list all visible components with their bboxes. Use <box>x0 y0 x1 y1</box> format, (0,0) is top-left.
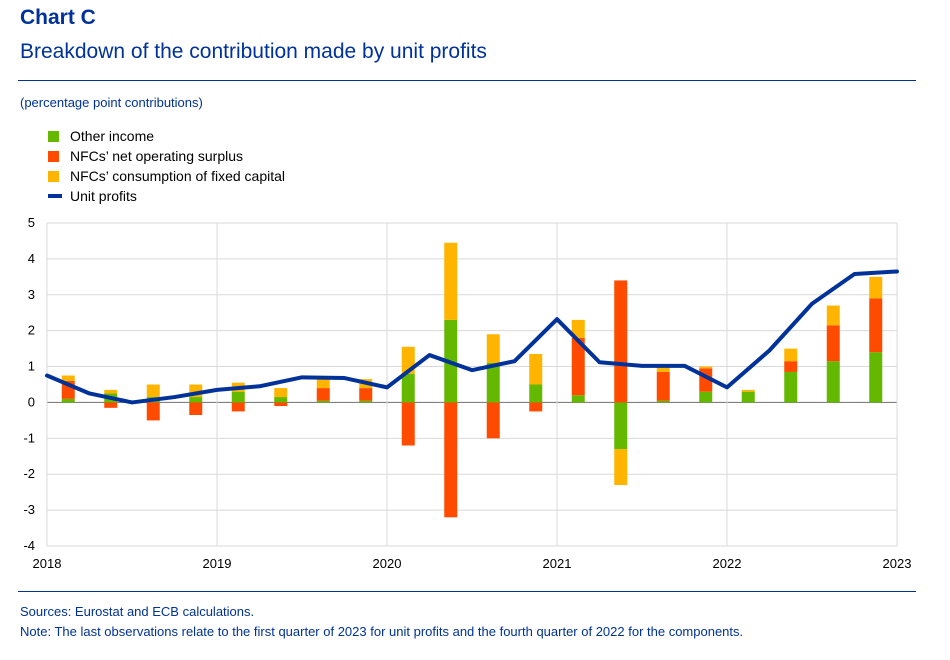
legend-label-net-operating-surplus: NFCs’ net operating surplus <box>70 148 244 164</box>
bar-net-operating-surplus <box>146 402 160 421</box>
bar-net-operating-surplus <box>231 402 245 412</box>
bar-net-operating-surplus <box>189 402 203 416</box>
bar-other-income <box>656 400 670 403</box>
bar-consumption-fixed-capital <box>61 375 75 381</box>
bar-other-income <box>486 362 500 403</box>
bar-other-income <box>614 402 628 450</box>
legend-item-unit-profits: Unit profits <box>48 186 285 206</box>
y-tick-label: -4 <box>23 538 35 553</box>
bar-consumption-fixed-capital <box>699 366 713 369</box>
bar-net-operating-surplus <box>784 361 798 372</box>
y-tick-label: 3 <box>28 287 35 302</box>
bar-net-operating-surplus <box>529 402 543 412</box>
legend-item-net-operating-surplus: NFCs’ net operating surplus <box>48 146 285 166</box>
bar-consumption-fixed-capital <box>104 389 118 394</box>
bar-other-income <box>826 361 840 403</box>
bar-other-income <box>359 400 373 403</box>
legend-swatch-other-income <box>48 130 59 142</box>
legend-swatch-net-operating-surplus <box>48 150 59 162</box>
bar-other-income <box>274 397 288 403</box>
bar-consumption-fixed-capital <box>486 334 500 363</box>
x-tick-label: 2020 <box>373 556 402 571</box>
x-tick-label: 2022 <box>713 556 742 571</box>
bar-net-operating-surplus <box>571 337 585 396</box>
x-tick-label: 2018 <box>33 556 62 571</box>
legend-swatch-consumption-fixed-capital <box>48 170 59 182</box>
bar-net-operating-surplus <box>316 388 330 401</box>
bar-consumption-fixed-capital <box>656 366 670 372</box>
y-tick-label: 5 <box>28 215 35 230</box>
y-tick-label: 2 <box>28 323 35 338</box>
y-tick-label: 0 <box>28 394 35 409</box>
legend-item-consumption-fixed-capital: NFCs’ consumption of fixed capital <box>48 166 285 186</box>
bar-net-operating-surplus <box>486 402 500 439</box>
x-tick-label: 2023 <box>883 556 912 571</box>
sources-note: Sources: Eurostat and ECB calculations. <box>20 604 255 619</box>
top-rule <box>18 80 916 81</box>
bar-consumption-fixed-capital <box>869 276 883 299</box>
y-tick-label: 4 <box>28 251 35 266</box>
bar-consumption-fixed-capital <box>529 353 543 385</box>
bar-net-operating-surplus <box>656 371 670 401</box>
bar-other-income <box>784 371 798 403</box>
bar-net-operating-surplus <box>614 280 628 403</box>
chart-label: Chart C <box>20 6 96 29</box>
bar-other-income <box>316 400 330 403</box>
bar-consumption-fixed-capital <box>826 305 840 326</box>
legend-label-consumption-fixed-capital: NFCs’ consumption of fixed capital <box>70 168 286 184</box>
bar-consumption-fixed-capital <box>571 319 585 338</box>
legend-label-other-income: Other income <box>70 128 155 144</box>
bar-net-operating-surplus <box>869 298 883 353</box>
y-tick-label: -1 <box>23 430 35 445</box>
bar-net-operating-surplus <box>401 402 415 446</box>
bar-other-income <box>529 384 543 403</box>
footnote: Note: The last observations relate to th… <box>20 624 744 639</box>
bar-other-income <box>571 395 585 403</box>
bar-consumption-fixed-capital <box>784 348 798 362</box>
bar-other-income <box>189 397 203 403</box>
y-tick-label: -3 <box>23 502 35 517</box>
bar-consumption-fixed-capital <box>614 449 628 485</box>
bar-consumption-fixed-capital <box>316 379 330 389</box>
y-tick-label: 1 <box>28 359 35 374</box>
unit-profits-line <box>45 269 899 405</box>
bar-other-income <box>231 391 245 403</box>
bar-net-operating-surplus <box>359 388 373 401</box>
bar-consumption-fixed-capital <box>741 389 755 392</box>
bar-net-operating-surplus <box>826 325 840 362</box>
bar-other-income <box>401 373 415 403</box>
x-tick-label: 2019 <box>203 556 232 571</box>
bar-net-operating-surplus <box>274 402 288 407</box>
bar-net-operating-surplus <box>444 402 458 518</box>
bar-net-operating-surplus <box>104 402 118 408</box>
bottom-rule <box>18 591 916 592</box>
units-label: (percentage point contributions) <box>20 95 203 110</box>
bar-consumption-fixed-capital <box>444 242 458 320</box>
bar-other-income <box>869 352 883 403</box>
x-tick-label: 2021 <box>543 556 572 571</box>
legend-label-unit-profits: Unit profits <box>70 188 137 204</box>
bar-other-income <box>699 391 713 403</box>
bar-consumption-fixed-capital <box>146 384 160 398</box>
chart-title: Breakdown of the contribution made by un… <box>20 40 487 63</box>
legend-item-other-income: Other income <box>48 126 285 146</box>
bar-other-income <box>741 391 755 403</box>
bar-consumption-fixed-capital <box>274 388 288 398</box>
legend-swatch-unit-profits <box>48 194 62 198</box>
bar-other-income <box>61 398 75 403</box>
legend: Other income NFCs’ net operating surplus… <box>48 126 285 206</box>
y-tick-label: -2 <box>23 466 35 481</box>
